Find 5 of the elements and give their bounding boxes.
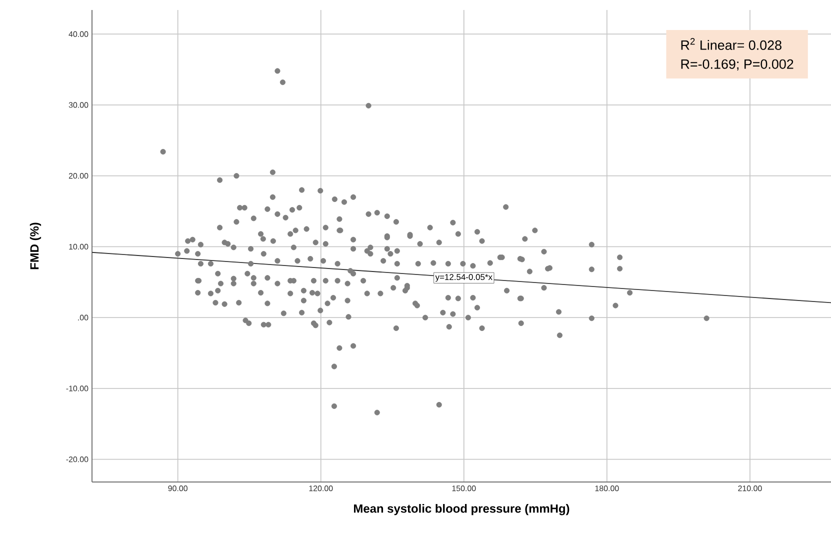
x-axis-title: Mean systolic blood pressure (mmHg) [354,504,570,516]
y-axis-title: FMD (%) [30,222,42,270]
annotation: R=-0.169; P=0.002 [681,59,794,70]
annotation: R$^{2}$ Linear= 0.028 [681,38,782,50]
annotation: y=12.54-0.05*x [435,274,492,282]
